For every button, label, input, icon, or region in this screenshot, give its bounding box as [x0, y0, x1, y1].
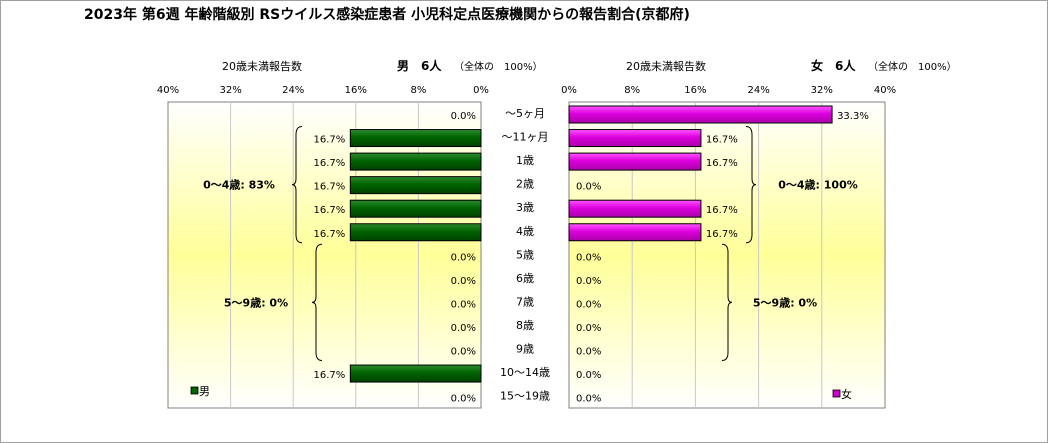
- female-group-label-0-4: 0～4歳: 100%: [778, 178, 858, 192]
- male-bars: 0.0% 16.7% 16.7% 16.7% 16.7% 16.7% 0.0% 0.0% 0.0…: [314, 111, 482, 405]
- age-category-label: 9歳: [516, 343, 534, 356]
- female-value-label: 0.0%: [576, 252, 601, 263]
- female-bar: [568, 223, 702, 242]
- female-bar: [568, 152, 702, 171]
- male-subtitle-note: （全体の 100%）: [454, 60, 543, 73]
- male-value-label: 0.0%: [451, 252, 476, 263]
- age-category-label: 6歳: [516, 272, 534, 285]
- male-plot-area: [167, 101, 482, 409]
- age-group-brackets: 0～4歳: 83% 5～9歳: 0% 0～4歳: 100% 5～9歳: 0%: [203, 126, 858, 361]
- female-plot-background: [568, 101, 886, 409]
- male-value-label: 0.0%: [451, 276, 476, 287]
- male-bar: [349, 152, 482, 171]
- female-subtitle-right: 女 6人: [811, 58, 856, 73]
- female-0-4-bracket: [745, 126, 757, 244]
- male-panel-header: 20歳未満報告数 男 6人 （全体の 100%）: [222, 58, 543, 73]
- male-value-label: 16.7%: [314, 182, 346, 193]
- female-bar: [568, 199, 702, 218]
- male-subtitle-right: 男 6人: [397, 58, 442, 73]
- male-group-label-5-9: 5～9歳: 0%: [224, 295, 288, 309]
- male-bar: [349, 176, 482, 195]
- female-plot-area: [568, 101, 886, 409]
- male-subtitle-left: 20歳未満報告数: [222, 60, 302, 73]
- age-category-label: 2歳: [516, 178, 534, 191]
- female-value-label: 16.7%: [706, 158, 738, 169]
- male-group-label-0-4: 0～4歳: 83%: [203, 178, 275, 192]
- age-category-label: 5歳: [516, 248, 534, 261]
- male-axis-tick-label: 16%: [345, 85, 367, 96]
- female-value-label: 0.0%: [576, 370, 601, 381]
- female-axis-tick-label: 0%: [561, 85, 577, 96]
- male-value-label: 0.0%: [451, 111, 476, 122]
- female-axis-tick-label: 24%: [747, 85, 769, 96]
- axis-ticks: 40% 32% 24% 16% 8% 0% 0% 8% 16% 24% 32% 40%: [157, 85, 896, 96]
- female-panel-header: 20歳未満報告数 女 6人 （全体の 100%）: [626, 58, 957, 73]
- male-value-label: 16.7%: [314, 158, 346, 169]
- female-axis-tick-label: 32%: [811, 85, 833, 96]
- female-value-label: 0.0%: [576, 394, 601, 405]
- male-value-label: 0.0%: [451, 347, 476, 358]
- female-axis-tick-label: 40%: [874, 85, 896, 96]
- male-value-label: 16.7%: [314, 370, 346, 381]
- female-value-label: 33.3%: [837, 111, 869, 122]
- female-legend-label: 女: [841, 387, 852, 401]
- female-value-label: 16.7%: [706, 205, 738, 216]
- male-bar: [349, 364, 482, 383]
- female-value-label: 0.0%: [576, 323, 601, 334]
- age-category-label: ～5ヶ月: [505, 107, 545, 120]
- female-bar: [568, 105, 833, 124]
- male-0-4-bracket: [291, 126, 303, 244]
- male-legend: 男: [190, 385, 210, 398]
- male-value-label: 0.0%: [451, 323, 476, 334]
- female-value-label: 16.7%: [706, 229, 738, 240]
- age-category-label: 15～19歳: [500, 390, 550, 403]
- female-bars: 33.3% 16.7% 16.7% 0.0% 16.7% 16.7% 0.0% 0.0% 0.0…: [568, 105, 869, 405]
- age-category-label: 3歳: [516, 201, 534, 214]
- female-value-label: 0.0%: [576, 347, 601, 358]
- female-value-label: 16.7%: [706, 135, 738, 146]
- male-axis-tick-label: 0%: [473, 85, 489, 96]
- male-value-label: 16.7%: [314, 229, 346, 240]
- female-legend-swatch: [832, 389, 841, 398]
- female-value-label: 0.0%: [576, 299, 601, 310]
- male-axis-tick-label: 32%: [219, 85, 241, 96]
- male-axis-tick-label: 8%: [410, 85, 426, 96]
- female-bar: [568, 129, 702, 148]
- female-axis-tick-label: 16%: [684, 85, 706, 96]
- male-axis-tick-label: 24%: [282, 85, 304, 96]
- male-axis-tick-label: 40%: [157, 85, 179, 96]
- male-5-9-bracket: [311, 243, 323, 361]
- female-legend: 女: [832, 387, 852, 401]
- category-labels: ～5ヶ月 ～11ヶ月 1歳 2歳 3歳 4歳 5歳 6歳 7歳 8歳 9歳 10～14歳 15～19歳: [500, 107, 550, 403]
- female-group-label-5-9: 5～9歳: 0%: [753, 295, 817, 309]
- male-value-label: 16.7%: [314, 205, 346, 216]
- age-category-label: 10～14歳: [500, 366, 550, 379]
- female-axis-tick-label: 8%: [624, 85, 640, 96]
- male-legend-swatch: [190, 386, 199, 395]
- male-plot-background: [167, 101, 482, 409]
- female-value-label: 0.0%: [576, 276, 601, 287]
- chart-title: 2023年 第6週 年齢階級別 RSウイルス感染症患者 小児科定点医療機関からの…: [84, 6, 690, 23]
- male-bar: [349, 223, 482, 242]
- male-value-label: 16.7%: [314, 135, 346, 146]
- male-bar: [349, 129, 482, 148]
- age-category-label: 8歳: [516, 319, 534, 332]
- female-5-9-bracket: [721, 243, 733, 361]
- male-value-label: 0.0%: [451, 394, 476, 405]
- age-category-label: 7歳: [516, 295, 534, 308]
- female-value-label: 0.0%: [576, 182, 601, 193]
- age-category-label: 1歳: [516, 154, 534, 167]
- male-legend-label: 男: [199, 385, 210, 398]
- female-subtitle-note: （全体の 100%）: [868, 60, 957, 73]
- male-value-label: 0.0%: [451, 299, 476, 310]
- age-category-label: 4歳: [516, 225, 534, 238]
- male-bar: [349, 199, 482, 218]
- age-category-label: ～11ヶ月: [502, 131, 549, 144]
- female-subtitle-left: 20歳未満報告数: [626, 60, 706, 73]
